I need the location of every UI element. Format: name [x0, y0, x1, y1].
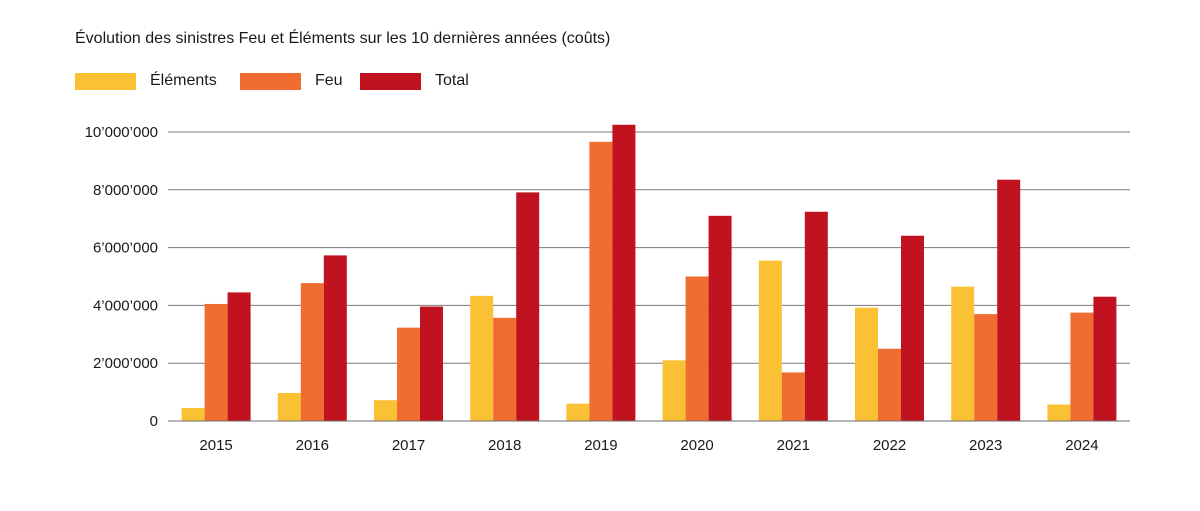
bar-2021-total	[804, 211, 828, 421]
bar-2021-elements	[758, 260, 782, 421]
bar-2015-feu	[204, 303, 228, 421]
bar-2019-feu	[589, 141, 613, 422]
bar-2019-elements	[566, 403, 590, 421]
legend-swatch-total	[360, 72, 421, 90]
legend-item-feu: Feu	[240, 72, 360, 90]
legend-label-elements: Éléments	[150, 72, 217, 89]
x-tick-label-2024: 2024	[1065, 437, 1098, 454]
bar-2024-elements	[1047, 404, 1071, 421]
bar-2017-feu	[397, 327, 420, 421]
bar-2023-feu	[974, 314, 998, 421]
bar-2022-elements	[855, 307, 878, 421]
x-tick-label-2019: 2019	[584, 437, 617, 454]
y-tick-label-5: 10’000’000	[85, 124, 158, 141]
chart-title: Évolution des sinistres Feu et Éléments …	[75, 30, 611, 47]
chart-legend: Éléments Feu Total	[75, 72, 469, 90]
y-tick-label-3: 6’000’000	[93, 240, 158, 257]
bar-2020-feu	[685, 276, 709, 421]
x-tick-label-2015: 2015	[199, 437, 232, 454]
y-tick-label-2: 4’000’000	[93, 297, 158, 314]
x-tick-label-2021: 2021	[777, 437, 810, 454]
bar-2015-elements	[181, 407, 205, 421]
legend-item-elements: Éléments	[75, 72, 240, 90]
bar-2024-feu	[1070, 312, 1094, 421]
x-tick-label-2016: 2016	[296, 437, 329, 454]
legend-swatch-feu	[240, 72, 301, 90]
bar-2015-total	[227, 292, 251, 421]
bar-2018-feu	[493, 317, 517, 421]
bar-2021-feu	[781, 372, 805, 421]
legend-label-feu: Feu	[315, 72, 343, 89]
legend-swatch-elements	[75, 72, 136, 90]
bar-2020-total	[708, 215, 732, 421]
bar-2018-elements	[470, 295, 494, 421]
y-tick-label-0: 0	[150, 413, 158, 430]
legend-item-total: Total	[360, 72, 469, 90]
bar-2017-total	[420, 306, 443, 421]
bar-2016-elements	[277, 392, 301, 421]
bar-2022-feu	[878, 348, 901, 421]
bar-2020-elements	[662, 360, 686, 421]
x-tick-label-2022: 2022	[873, 437, 906, 454]
y-tick-label-1: 2’000’000	[93, 355, 158, 372]
bar-2023-elements	[951, 286, 975, 421]
bar-2018-total	[516, 192, 540, 421]
bar-2022-total	[901, 235, 924, 421]
bar-2016-feu	[300, 283, 324, 421]
bar-2017-elements	[374, 400, 397, 421]
x-tick-label-2018: 2018	[488, 437, 521, 454]
bar-2016-total	[323, 255, 347, 421]
y-tick-label-4: 8’000’000	[93, 182, 158, 199]
x-tick-label-2023: 2023	[969, 437, 1002, 454]
x-tick-label-2020: 2020	[680, 437, 713, 454]
legend-label-total: Total	[435, 72, 469, 89]
bar-2019-total	[612, 124, 636, 422]
x-tick-label-2017: 2017	[392, 437, 425, 454]
bar-2023-total	[997, 179, 1021, 421]
bar-2024-total	[1093, 296, 1117, 421]
